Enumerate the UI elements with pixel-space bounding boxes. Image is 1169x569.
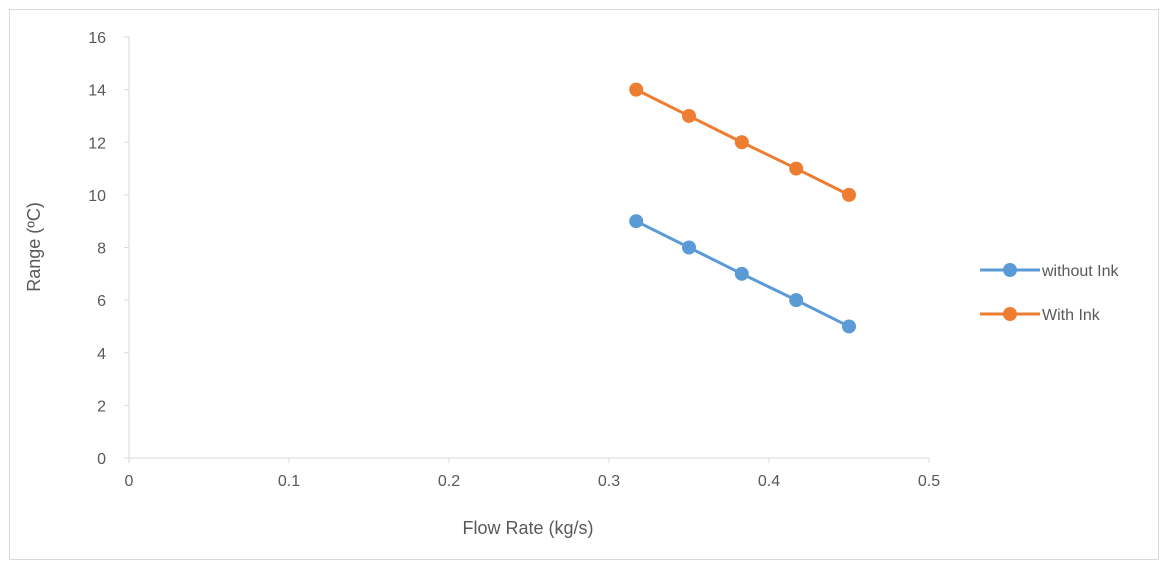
legend-marker: [1003, 263, 1017, 277]
legend-label: without Ink: [1041, 263, 1119, 280]
legend-label: With Ink: [1042, 307, 1101, 324]
x-tick-label: 0.3: [598, 473, 620, 490]
legend-marker: [1003, 307, 1017, 321]
legend-item: without Ink: [980, 263, 1119, 280]
series-without-ink: [629, 214, 856, 334]
data-point: [629, 82, 644, 97]
y-tick-label: 10: [88, 188, 106, 205]
y-tick-label: 4: [97, 346, 106, 363]
x-tick-label: 0.4: [758, 473, 780, 490]
data-point: [842, 319, 856, 334]
x-tick-label: 0.2: [438, 473, 460, 490]
chart-frame: [9, 9, 1159, 560]
x-axis-title: Flow Rate (kg/s): [462, 518, 593, 538]
x-tick-label: 0: [125, 473, 134, 490]
y-axis-title: Range (ºC): [24, 202, 44, 292]
data-point: [629, 214, 644, 229]
x-tick-label: 0.5: [918, 473, 940, 490]
data-point: [682, 240, 696, 255]
y-tick-label: 8: [97, 241, 106, 258]
legend: without Ink With Ink: [980, 263, 1119, 324]
data-point: [734, 135, 749, 150]
x-tick-label: 0.1: [278, 473, 300, 490]
y-tick-label: 14: [88, 83, 106, 100]
y-tick-label: 0: [97, 451, 106, 468]
legend-item: With Ink: [980, 307, 1101, 324]
series-with-ink: [629, 82, 856, 202]
data-point: [734, 266, 749, 281]
y-tick-label: 2: [97, 398, 106, 415]
data-point: [789, 161, 804, 176]
data-point: [842, 187, 856, 202]
y-tick-label: 16: [88, 30, 106, 47]
series-layer: [629, 82, 856, 334]
y-tick-label: 6: [97, 293, 106, 310]
data-point: [789, 293, 804, 308]
data-point: [682, 108, 696, 123]
axes: 0 2 4 6 8 10 12 14 16 0 0.1 0.2 0.3 0.4 0.5: [88, 30, 940, 490]
y-tick-label: 12: [88, 135, 106, 152]
